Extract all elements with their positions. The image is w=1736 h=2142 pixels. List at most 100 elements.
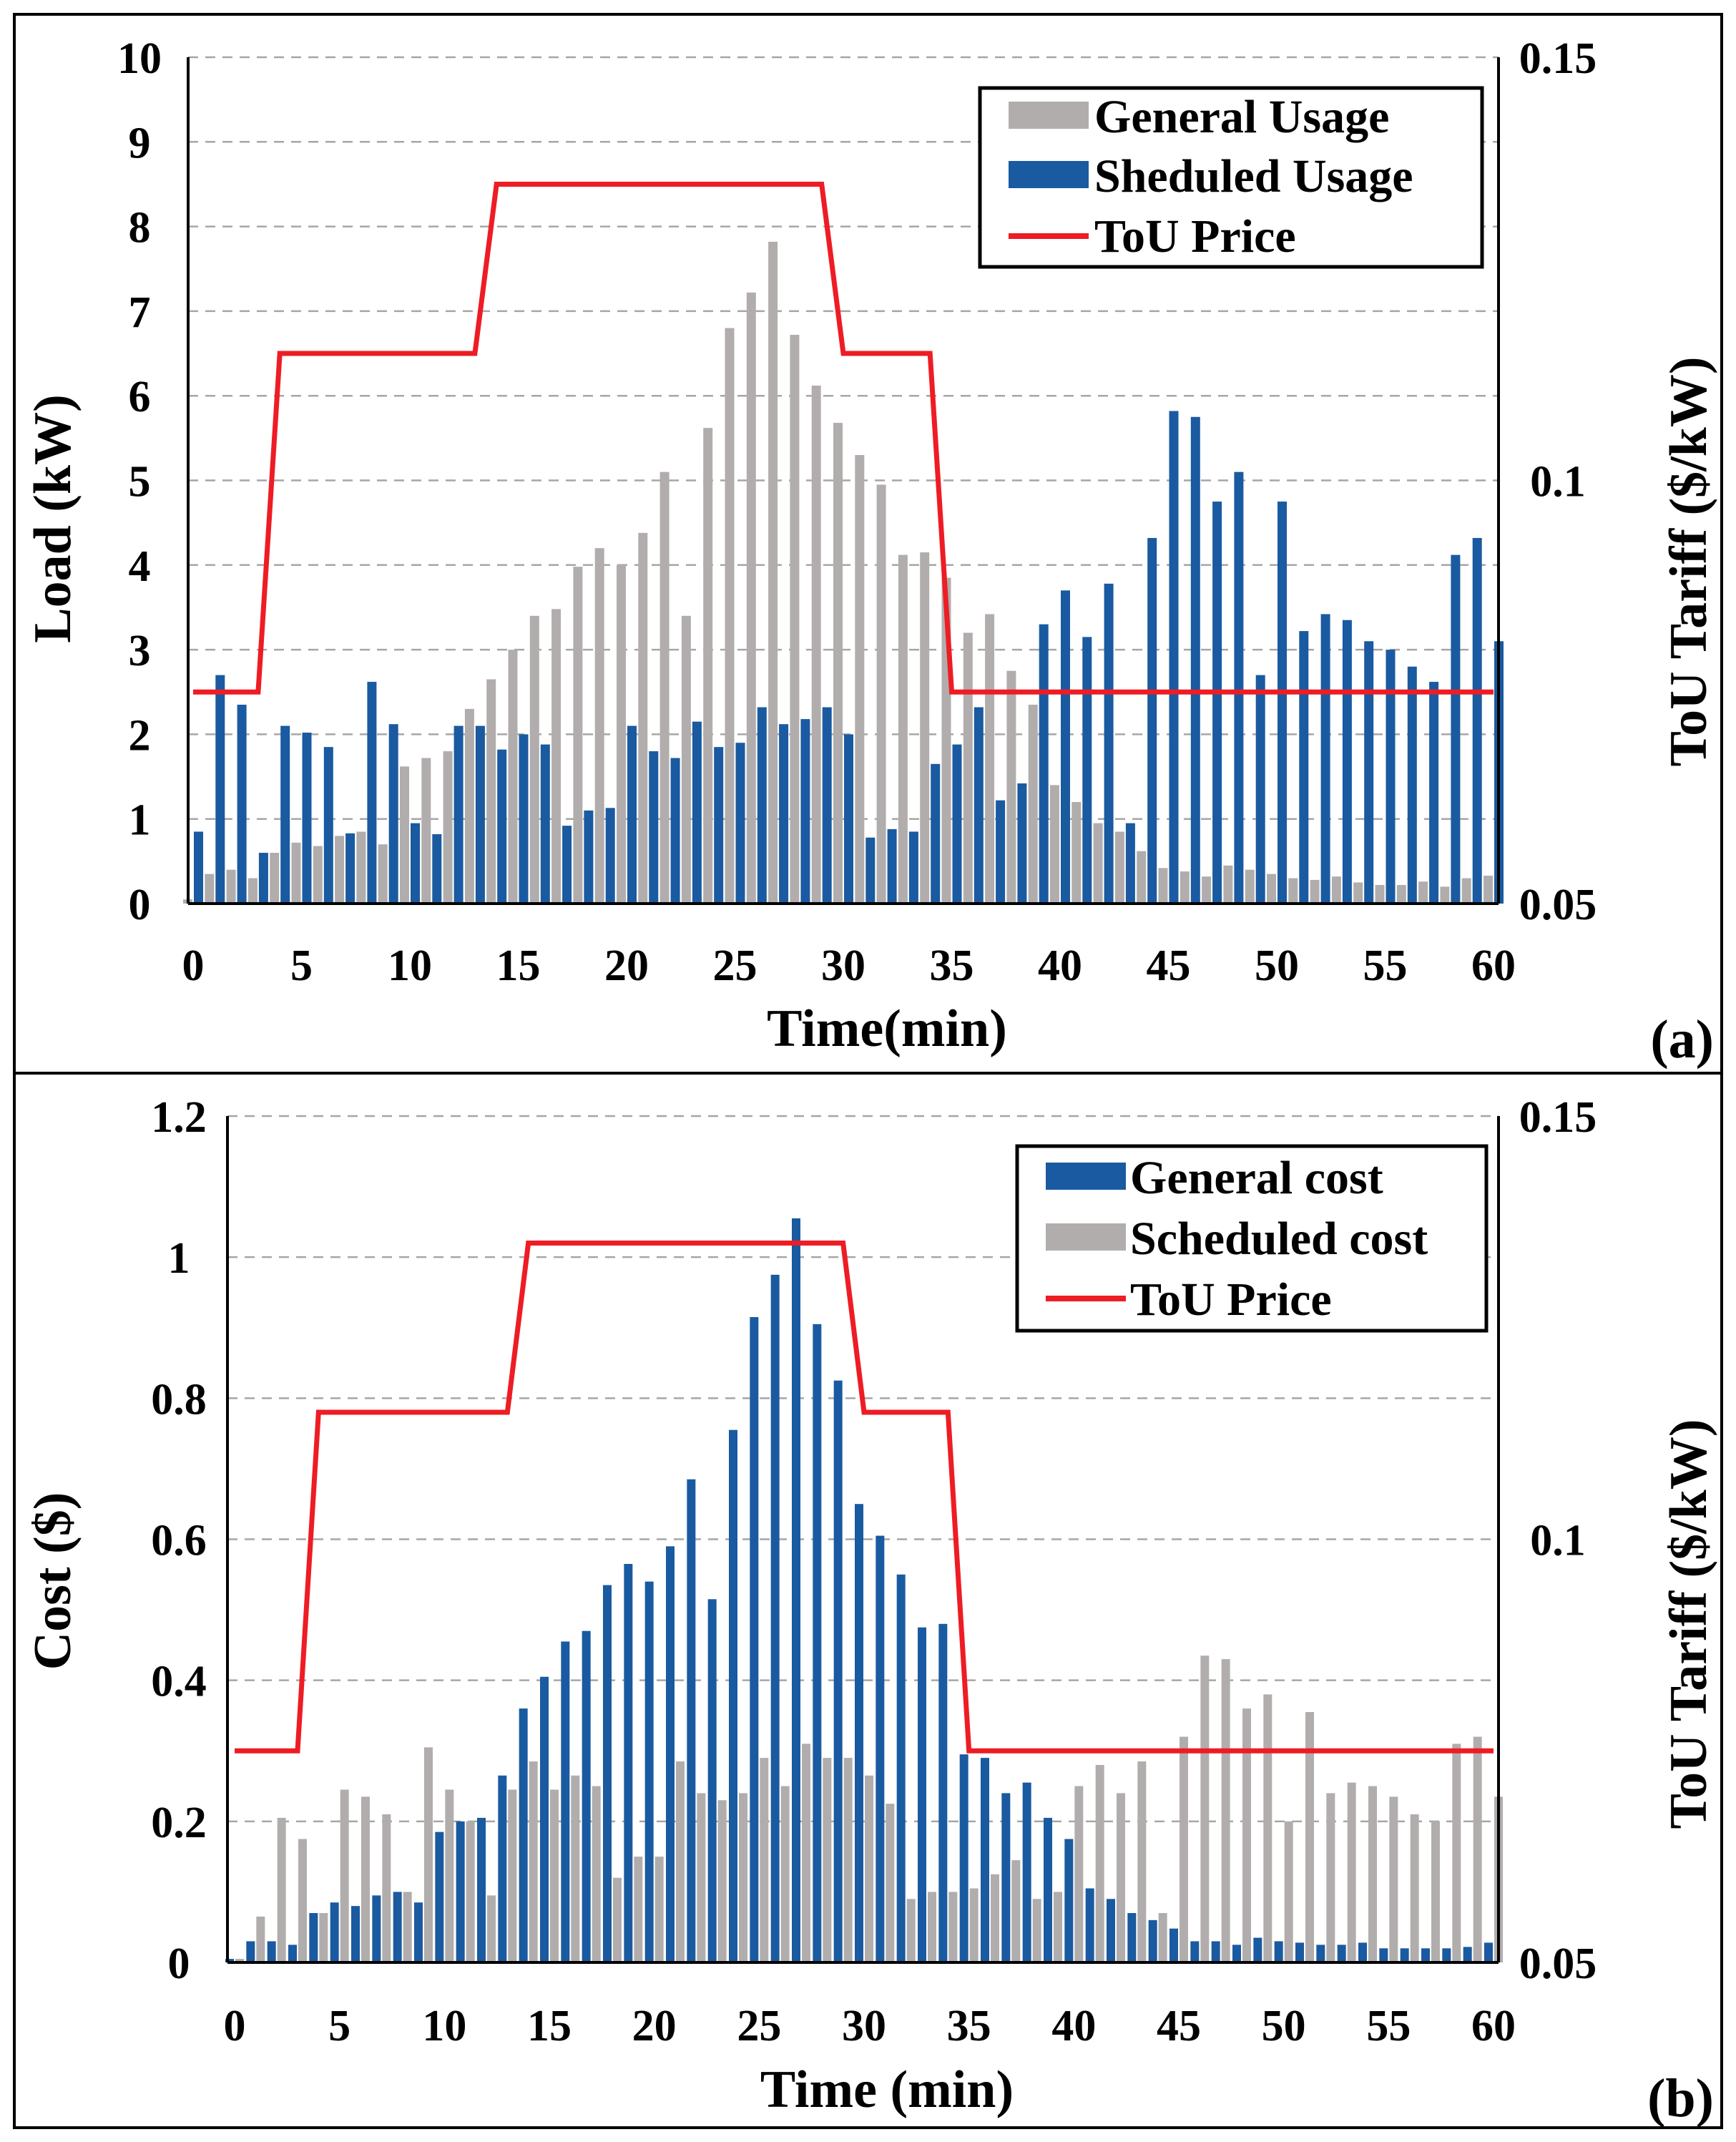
bar-sheduled-usage-min-18 [584, 810, 594, 904]
bar-general-usage-min-21 [638, 532, 648, 904]
x-tick-label: 20 [604, 942, 649, 990]
bar-sheduled-usage-min-55 [1386, 650, 1396, 904]
bar-sheduled-usage-min-56 [1407, 666, 1417, 904]
x-tick-label: 0 [182, 942, 205, 990]
bar-general-cost-min-30 [855, 1504, 863, 1962]
bar-sheduled-usage-min-43 [1125, 823, 1135, 904]
bar-general-usage-min-14 [486, 679, 496, 904]
panel-b-legend-swatch-scheduled-cost [1046, 1223, 1126, 1251]
bar-general-usage-min-30 [833, 423, 843, 904]
bar-general-cost-min-55 [1379, 1948, 1388, 1962]
bar-scheduled-cost-min-23 [717, 1800, 727, 1962]
bar-scheduled-cost-min-39 [1054, 1892, 1062, 1962]
bar-general-cost-min-8 [393, 1892, 402, 1962]
y-tick-label: 10 [117, 34, 162, 83]
bar-scheduled-cost-min-28 [823, 1758, 832, 1962]
bar-scheduled-cost-min-26 [780, 1786, 790, 1962]
bar-general-usage-min-45 [1158, 868, 1168, 904]
y-tick-label: 0.4 [151, 1658, 207, 1706]
bar-general-cost-min-46 [1190, 1941, 1200, 1962]
bar-general-usage-min-17 [551, 609, 561, 904]
bar-general-cost-min-27 [792, 1218, 800, 1962]
y-tick-label: 2 [129, 711, 151, 760]
bar-general-usage-min-54 [1353, 882, 1363, 904]
bar-general-usage-min-48 [1223, 865, 1233, 904]
bar-sheduled-usage-min-30 [844, 734, 853, 904]
bar-scheduled-cost-min-2 [277, 1817, 286, 1962]
bar-general-cost-min-18 [603, 1585, 612, 1962]
bar-general-cost-min-45 [1169, 1928, 1178, 1962]
bar-general-usage-min-51 [1288, 878, 1298, 904]
bar-general-usage-min-58 [1440, 886, 1450, 904]
bar-scheduled-cost-min-30 [865, 1775, 873, 1962]
y-tick-label: 5 [129, 458, 151, 507]
bar-general-usage-min-25 [725, 328, 735, 904]
bar-sheduled-usage-min-4 [280, 725, 290, 904]
bar-scheduled-cost-min-56 [1410, 1814, 1419, 1962]
bar-scheduled-cost-min-50 [1284, 1821, 1293, 1962]
bar-general-cost-min-22 [687, 1479, 696, 1962]
bar-general-usage-min-4 [270, 853, 280, 904]
bar-sheduled-usage-min-39 [1039, 624, 1049, 904]
bar-scheduled-cost-min-33 [928, 1892, 936, 1962]
x-tick-label: 15 [496, 942, 541, 990]
bar-general-cost-min-14 [519, 1708, 528, 1962]
bar-sheduled-usage-min-25 [735, 743, 745, 904]
y-tick-label: 0.6 [151, 1517, 207, 1565]
panel-a-legend-label-tou-price: ToU Price [1094, 210, 1296, 263]
bar-general-usage-min-31 [855, 455, 865, 904]
bar-sheduled-usage-min-34 [931, 763, 941, 904]
panel-b-legend-swatch-general-cost [1046, 1163, 1126, 1190]
bar-sheduled-usage-min-54 [1364, 641, 1374, 904]
bar-scheduled-cost-min-35 [969, 1888, 979, 1962]
bar-general-cost-min-29 [833, 1380, 843, 1962]
bar-general-usage-min-10 [400, 766, 409, 904]
bar-scheduled-cost-min-12 [487, 1895, 496, 1962]
bar-scheduled-cost-min-4 [319, 1912, 328, 1962]
bar-general-cost-min-7 [372, 1895, 381, 1962]
bar-sheduled-usage-min-23 [692, 721, 702, 904]
bar-general-cost-min-12 [477, 1817, 486, 1962]
bar-general-usage-min-38 [1006, 670, 1016, 904]
bar-general-usage-min-41 [1071, 802, 1082, 904]
bar-general-usage-min-11 [421, 758, 431, 904]
panel-b-label: (b) [1647, 2068, 1714, 2128]
bar-general-cost-min-26 [770, 1274, 780, 1962]
bar-scheduled-cost-min-52 [1326, 1793, 1335, 1962]
bar-sheduled-usage-min-53 [1342, 620, 1352, 904]
panel-b-price-line [235, 1240, 1494, 1754]
bar-general-cost-min-39 [1044, 1817, 1052, 1962]
y2-tick-label: 0.1 [1530, 1517, 1586, 1565]
bar-general-usage-min-22 [659, 471, 670, 904]
bar-sheduled-usage-min-16 [540, 744, 550, 904]
bar-general-cost-min-42 [1107, 1899, 1115, 1962]
bar-scheduled-cost-min-7 [382, 1814, 391, 1962]
bar-scheduled-cost-min-13 [508, 1789, 517, 1962]
bar-sheduled-usage-min-5 [302, 733, 312, 904]
bar-general-usage-min-9 [378, 844, 388, 904]
bar-sheduled-usage-min-10 [411, 823, 420, 904]
bar-scheduled-cost-min-3 [298, 1839, 307, 1962]
bar-sheduled-usage-min-19 [605, 808, 615, 904]
x-tick-label: 50 [1262, 2002, 1306, 2050]
bar-general-usage-min-16 [529, 615, 539, 904]
bar-general-usage-min-39 [1028, 704, 1038, 904]
bar-general-usage-min-42 [1093, 823, 1103, 904]
bar-scheduled-cost-min-51 [1305, 1712, 1314, 1962]
bar-general-cost-min-53 [1337, 1945, 1346, 1962]
panel-a-legend-label-general-usage: General Usage [1094, 91, 1389, 143]
panel-b-y-axis-label: Cost ($) [24, 1492, 82, 1671]
bar-general-cost-min-11 [456, 1821, 465, 1962]
x-tick-label: 40 [1038, 942, 1082, 990]
y-tick-label: 9 [129, 119, 151, 167]
bar-scheduled-cost-min-5 [340, 1789, 349, 1962]
bar-general-usage-min-50 [1267, 874, 1276, 904]
x-tick-label: 60 [1471, 942, 1516, 990]
bar-general-usage-min-13 [464, 708, 474, 904]
bar-scheduled-cost-min-22 [697, 1793, 706, 1962]
bar-sheduled-usage-min-41 [1082, 637, 1092, 904]
bar-sheduled-usage-min-26 [757, 707, 767, 904]
bar-general-cost-min-2 [267, 1941, 276, 1962]
